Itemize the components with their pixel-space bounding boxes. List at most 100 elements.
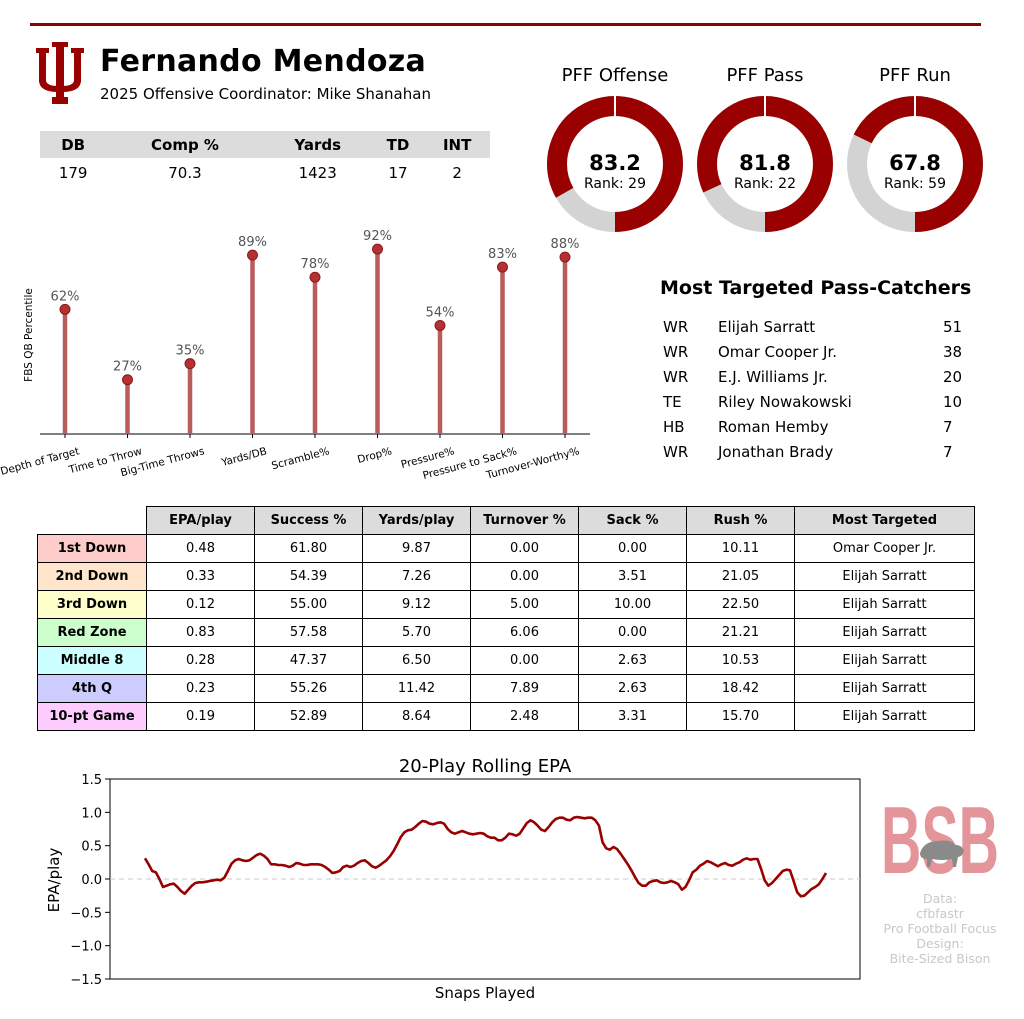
situational-cell: 2.63	[578, 646, 687, 675]
pff-offense-title: PFF Offense	[561, 65, 669, 86]
situational-cell: Elijah Sarratt	[794, 562, 975, 591]
situational-splits-table: EPA/play Success % Yards/play Turnover %…	[37, 506, 975, 731]
situational-cell: 2.63	[578, 674, 687, 703]
situational-cell: 0.00	[470, 562, 579, 591]
top-rule	[30, 23, 981, 26]
situational-cell: Elijah Sarratt	[794, 646, 975, 675]
target-position: WR	[663, 318, 689, 336]
pff-run-grade: 67.8	[889, 151, 941, 175]
epa-y-tick-label: 0.5	[81, 840, 102, 855]
credit-line: Design:	[916, 936, 964, 951]
situational-cell: 9.87	[362, 534, 471, 563]
target-row: HB Roman Hemby 7	[663, 418, 983, 438]
target-row: TE Riley Nowakowski 10	[663, 393, 983, 413]
percentile-value-label: 35%	[176, 344, 205, 359]
situational-cell: 0.28	[146, 646, 255, 675]
pff-pass-donut: 81.8 Rank: 22	[697, 95, 833, 232]
percentile-y-axis-label: FBS QB Percentile	[23, 288, 35, 382]
percentile-lollipop-chart: FBS QB Percentile 62%Depth of Target27%T…	[0, 229, 590, 482]
target-position: WR	[663, 368, 689, 386]
percentile-point	[559, 251, 571, 263]
target-position: TE	[663, 393, 682, 411]
situational-header: Most Targeted	[794, 506, 975, 535]
percentile-category-label: Yards/DB	[219, 445, 268, 469]
situational-cell: 7.26	[362, 562, 471, 591]
pff-offense-donut: 83.2 Rank: 29	[547, 95, 683, 232]
situational-cell: Elijah Sarratt	[794, 618, 975, 647]
percentile-point	[247, 249, 258, 261]
target-player-name: Riley Nowakowski	[718, 393, 852, 411]
percentile-value-label: 78%	[301, 257, 330, 272]
situational-cell: 18.42	[686, 674, 795, 703]
situational-cell: 3.51	[578, 562, 687, 591]
situational-cell: 55.00	[254, 590, 363, 619]
situational-cell: 61.80	[254, 534, 363, 563]
situational-cell: Elijah Sarratt	[794, 702, 975, 731]
situation-label: 2nd Down	[37, 562, 147, 591]
situational-cell: 10.00	[578, 590, 687, 619]
bison-icon	[920, 840, 964, 867]
bsb-watermark-logo: BSB	[881, 795, 999, 877]
epa-y-axis-label: EPA/play	[45, 848, 63, 913]
situational-cell: Elijah Sarratt	[794, 590, 975, 619]
credit-line: Pro Football Focus	[883, 921, 997, 936]
epa-chart-title: 20-Play Rolling EPA	[399, 756, 572, 777]
pff-run-title: PFF Run	[879, 65, 951, 86]
percentile-value-label: 54%	[426, 305, 455, 320]
situational-cell: 47.37	[254, 646, 363, 675]
situational-cell: 10.53	[686, 646, 795, 675]
percentile-category-label: Drop%	[356, 445, 393, 466]
target-player-name: Jonathan Brady	[718, 443, 834, 461]
pff-run-rank: Rank: 59	[884, 176, 946, 192]
stats-value: 17	[388, 164, 408, 182]
target-count: 7	[943, 443, 953, 461]
target-player-name: Roman Hemby	[718, 418, 829, 436]
situational-cell: Elijah Sarratt	[794, 674, 975, 703]
target-row: WR Jonathan Brady 7	[663, 443, 983, 463]
pff-offense-grade: 83.2	[589, 151, 641, 175]
percentile-point	[184, 358, 196, 370]
situational-cell: 0.12	[146, 590, 255, 619]
target-row: WR Elijah Sarratt 51	[663, 318, 983, 338]
situational-cell: 6.06	[470, 618, 579, 647]
situational-cell: 0.48	[146, 534, 255, 563]
situational-cell: 0.23	[146, 674, 255, 703]
situational-cell: 11.42	[362, 674, 471, 703]
situational-header: EPA/play	[146, 506, 255, 535]
situational-cell: 0.83	[146, 618, 255, 647]
situational-row: Middle 8 0.28 47.37 6.50 0.00 2.63 10.53 Elijah…	[37, 646, 975, 675]
situational-cell: 0.33	[146, 562, 255, 591]
percentile-point	[372, 243, 383, 255]
most-targeted-title: Most Targeted Pass-Catchers	[660, 277, 972, 299]
situation-label: 10-pt Game	[37, 702, 147, 731]
epa-y-tick-label: 0.0	[81, 873, 102, 888]
percentile-point	[497, 261, 508, 273]
situational-row: 10-pt Game 0.19 52.89 8.64 2.48 3.31 15.70 Elij…	[37, 702, 975, 731]
epa-y-tick-label: 1.0	[81, 806, 102, 821]
stats-value: 70.3	[168, 164, 202, 182]
percentile-value-label: 83%	[488, 247, 517, 262]
situational-cell: 15.70	[686, 702, 795, 731]
situational-cell: 5.70	[362, 618, 471, 647]
situational-cell: 2.48	[470, 702, 579, 731]
percentile-value-label: 89%	[238, 235, 267, 250]
pff-pass-grade: 81.8	[739, 151, 791, 175]
stats-header-row: DB Comp % Yards TD INT	[40, 131, 490, 158]
percentile-value-label: 27%	[113, 360, 142, 375]
stats-value: 2	[452, 164, 462, 182]
target-count: 7	[943, 418, 953, 436]
stats-header: INT	[424, 131, 490, 158]
situation-label: 4th Q	[37, 674, 147, 703]
credit-line: cfbfastr	[916, 906, 964, 921]
situational-cell: 55.26	[254, 674, 363, 703]
epa-y-tick-label: 1.5	[81, 773, 102, 788]
situational-cell: 21.21	[686, 618, 795, 647]
target-position: WR	[663, 443, 689, 461]
target-player-name: E.J. Williams Jr.	[718, 368, 828, 386]
situational-cell: 0.00	[578, 534, 687, 563]
percentile-point	[122, 374, 133, 386]
percentile-value-label: 88%	[551, 237, 580, 252]
situational-header: Success %	[254, 506, 363, 535]
situational-row: 4th Q 0.23 55.26 11.42 7.89 2.63 18.42 Elijah S…	[37, 674, 975, 703]
situational-header-row: EPA/play Success % Yards/play Turnover %…	[37, 506, 975, 535]
